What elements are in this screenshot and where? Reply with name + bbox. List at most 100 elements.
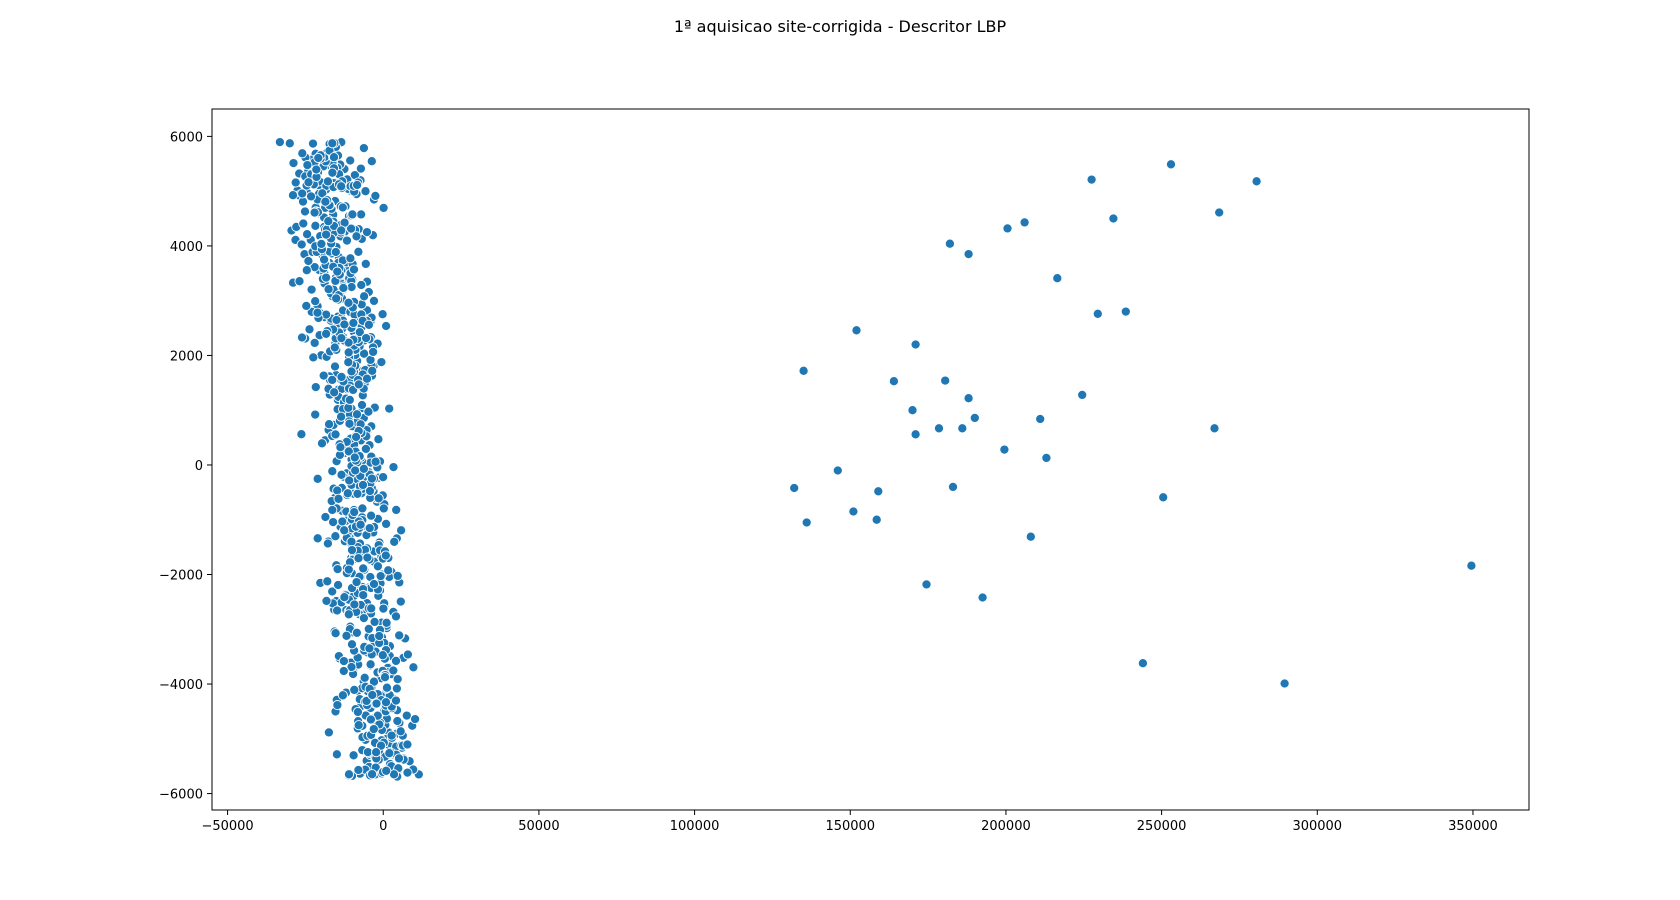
scatter-point bbox=[371, 747, 382, 758]
scatter-point bbox=[331, 314, 342, 326]
scatter-point bbox=[907, 405, 918, 416]
scatter-point bbox=[349, 684, 360, 695]
scatter-point bbox=[359, 291, 370, 302]
scatter-point bbox=[368, 724, 379, 735]
points-layer bbox=[274, 137, 1477, 782]
scatter-point bbox=[365, 714, 376, 725]
scatter-point bbox=[346, 366, 357, 377]
scatter-point bbox=[304, 324, 315, 335]
scatter-point bbox=[310, 220, 321, 231]
scatter-point bbox=[392, 570, 403, 581]
scatter-point bbox=[316, 238, 327, 249]
scatter-point bbox=[394, 630, 405, 641]
scatter-point bbox=[296, 239, 307, 250]
scatter-point bbox=[330, 429, 341, 440]
scatter-point bbox=[386, 730, 397, 741]
scatter-point bbox=[333, 493, 344, 504]
y-tick-label: 2000 bbox=[170, 349, 203, 364]
scatter-point bbox=[358, 613, 369, 624]
scatter-point bbox=[332, 605, 343, 616]
scatter-point bbox=[312, 307, 323, 318]
scatter-point bbox=[363, 319, 374, 330]
scatter-point bbox=[337, 690, 348, 701]
y-tick-label: 0 bbox=[195, 459, 203, 474]
scatter-point bbox=[349, 599, 360, 610]
scatter-point bbox=[274, 137, 285, 148]
scatter-point bbox=[349, 452, 360, 463]
scatter-point bbox=[378, 472, 389, 483]
scatter-point bbox=[344, 418, 355, 429]
scatter-point bbox=[963, 393, 974, 404]
scatter-point bbox=[381, 320, 392, 332]
scatter-point bbox=[302, 160, 313, 171]
scatter-point bbox=[343, 446, 354, 457]
scatter-point bbox=[327, 466, 338, 477]
scatter-point bbox=[364, 485, 376, 497]
scatter-point bbox=[351, 627, 362, 638]
scatter-point bbox=[372, 561, 383, 572]
scatter-point bbox=[332, 266, 343, 277]
scatter-point bbox=[1165, 159, 1177, 170]
y-tick-label: −6000 bbox=[159, 788, 203, 803]
scatter-point bbox=[296, 332, 308, 343]
scatter-point bbox=[357, 503, 368, 514]
scatter-point bbox=[298, 218, 309, 229]
scatter-point bbox=[364, 643, 375, 654]
scatter-point bbox=[366, 510, 377, 521]
scatter-point bbox=[299, 206, 311, 217]
scatter-point bbox=[395, 726, 406, 737]
x-tick-label: 150000 bbox=[825, 819, 875, 834]
scatter-point bbox=[366, 473, 377, 484]
scatter-point bbox=[290, 177, 301, 188]
scatter-point bbox=[353, 379, 364, 390]
scatter-point bbox=[358, 463, 369, 474]
scatter-point bbox=[338, 665, 349, 677]
scatter-point bbox=[1279, 678, 1290, 689]
scatter-point bbox=[402, 767, 413, 778]
scatter-point bbox=[327, 138, 338, 149]
scatter-point bbox=[352, 706, 363, 718]
scatter-point bbox=[402, 739, 413, 750]
scatter-point bbox=[343, 357, 354, 368]
scatter-point bbox=[376, 357, 387, 368]
scatter-point bbox=[1041, 452, 1052, 463]
scatter-point bbox=[832, 465, 843, 476]
y-tick-label: 4000 bbox=[170, 240, 203, 255]
scatter-point bbox=[367, 769, 378, 780]
scatter-point bbox=[365, 659, 376, 670]
scatter-point bbox=[339, 319, 350, 330]
scatter-point bbox=[410, 714, 421, 725]
scatter-point bbox=[336, 469, 347, 480]
scatter-point bbox=[309, 337, 320, 348]
scatter-point bbox=[294, 276, 305, 287]
scatter-point bbox=[321, 229, 332, 240]
scatter-point bbox=[356, 209, 367, 220]
x-tick-label: 300000 bbox=[1292, 819, 1342, 834]
scatter-point bbox=[957, 423, 968, 434]
scatter-point bbox=[373, 434, 384, 445]
scatter-point bbox=[349, 507, 360, 518]
scatter-point bbox=[303, 177, 314, 188]
scatter-point bbox=[352, 179, 363, 191]
scatter-point bbox=[329, 361, 341, 372]
scatter-point bbox=[332, 564, 343, 575]
scatter-point bbox=[306, 284, 317, 295]
scatter-point bbox=[343, 297, 354, 308]
scatter-point bbox=[921, 579, 932, 590]
scatter-point bbox=[343, 564, 354, 575]
scatter-point bbox=[323, 727, 334, 738]
scatter-point bbox=[329, 387, 340, 398]
scatter-point bbox=[339, 592, 350, 603]
scatter-point bbox=[339, 525, 350, 536]
scatter-point bbox=[318, 370, 329, 381]
x-tick-label: 100000 bbox=[670, 819, 720, 834]
scatter-point bbox=[346, 639, 358, 650]
scatter-point bbox=[1466, 560, 1477, 571]
scatter-point bbox=[348, 317, 359, 329]
scatter-point bbox=[358, 143, 369, 154]
scatter-point bbox=[343, 769, 355, 780]
scatter-point bbox=[351, 409, 363, 420]
scatter-point bbox=[327, 167, 338, 178]
scatter-point bbox=[969, 412, 980, 423]
